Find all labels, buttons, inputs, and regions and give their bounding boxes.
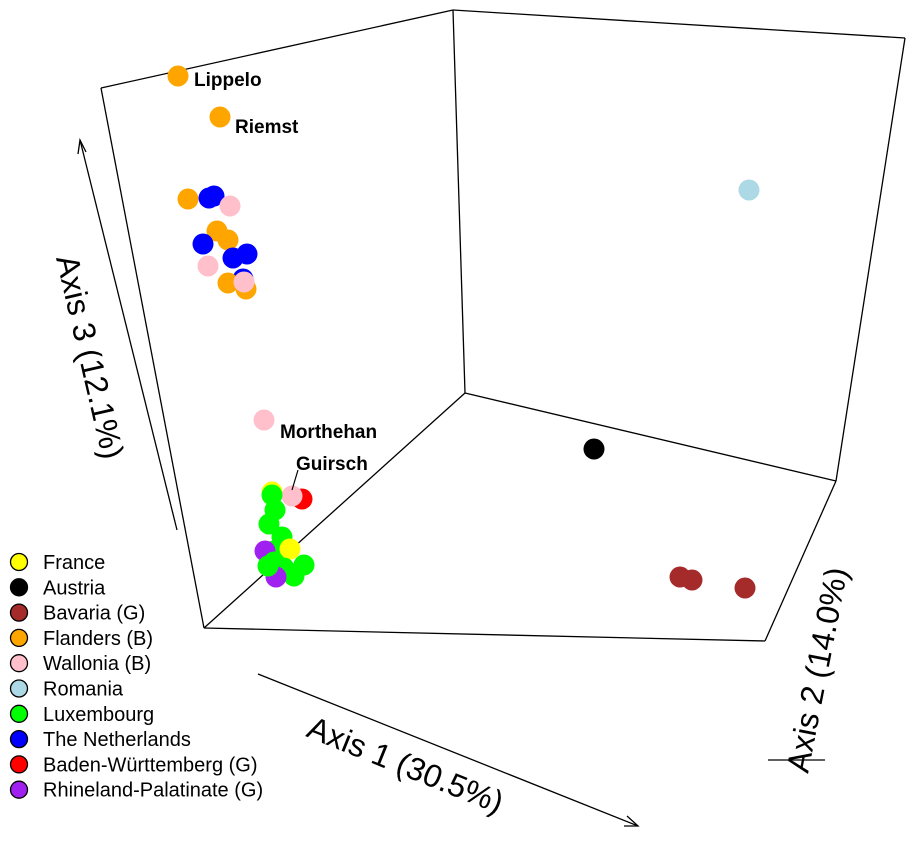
legend-swatch (9, 780, 29, 799)
data-point (257, 555, 279, 577)
data-point (203, 185, 225, 207)
box-edge (835, 37, 906, 482)
data-point (217, 272, 239, 294)
axis-arrows (77, 137, 825, 827)
box-edge (100, 9, 454, 89)
data-point (192, 233, 214, 255)
point-label: Lippelo (194, 70, 262, 91)
data-point (734, 577, 756, 599)
legend-swatch (9, 578, 29, 597)
data-point (197, 255, 219, 277)
point-label: Riemst (235, 117, 299, 138)
axis1-arrow (257, 673, 639, 827)
data-point (583, 438, 605, 460)
data-point (281, 485, 303, 507)
legend-swatch (9, 628, 29, 648)
axis3-title: Axis 3 (12.1%) (49, 251, 131, 462)
legend-label: Bavaria (G) (43, 603, 145, 625)
axis1-arrowhead (624, 815, 640, 827)
data-point (279, 538, 301, 560)
box-edge (452, 9, 906, 39)
legend-label: Wallonia (B) (43, 653, 151, 675)
point-label: Guirsch (296, 454, 368, 475)
data-point (258, 513, 280, 535)
box-edge (203, 627, 766, 642)
legend-swatch (9, 679, 29, 698)
legend-swatch (9, 654, 29, 673)
axis1-title: Axis 1 (30.5%) (302, 709, 508, 820)
axis2-title: Axis 2 (14.0%) (780, 564, 855, 775)
data-point (283, 565, 305, 587)
data-point (236, 243, 258, 265)
data-point (209, 106, 231, 128)
box-edge (464, 392, 837, 482)
box-edge (203, 392, 466, 629)
legend-swatch (9, 755, 29, 774)
data-point (177, 188, 199, 210)
data-point (219, 195, 241, 217)
data-points (167, 65, 760, 599)
axis3-arrowhead (77, 137, 87, 155)
legend-label: France (43, 552, 105, 574)
legend-swatch (9, 552, 29, 572)
box-edge (764, 480, 837, 642)
data-point (738, 179, 760, 201)
point-labels: Lippelo Riemst Morthehan Guirsch (194, 70, 377, 491)
legend-swatch (9, 603, 29, 622)
point-label: Morthehan (280, 422, 377, 443)
legend-swatch (9, 729, 29, 749)
data-point (681, 569, 703, 591)
axis3-arrow (79, 139, 178, 531)
legend-label: Baden-Württemberg (G) (43, 754, 258, 776)
legend-swatch (9, 704, 29, 723)
legend-label: Romania (43, 679, 124, 701)
legend-label: Rhineland-Palatinate (G) (43, 780, 263, 802)
legend-label: Austria (43, 577, 106, 599)
data-point (167, 65, 189, 87)
legend-label: The Netherlands (43, 729, 191, 751)
legend: France Austria Bavaria (G) Flanders (B) Wall… (9, 552, 263, 802)
box-edge (452, 9, 466, 394)
legend-label: Flanders (B) (43, 628, 153, 650)
plot-box (100, 9, 906, 642)
guirsch-leader-line (291, 469, 299, 491)
data-point (217, 229, 239, 251)
legend-label: Luxembourg (43, 704, 154, 726)
box-edge (100, 87, 205, 629)
data-point (233, 271, 255, 293)
data-point (253, 409, 275, 431)
